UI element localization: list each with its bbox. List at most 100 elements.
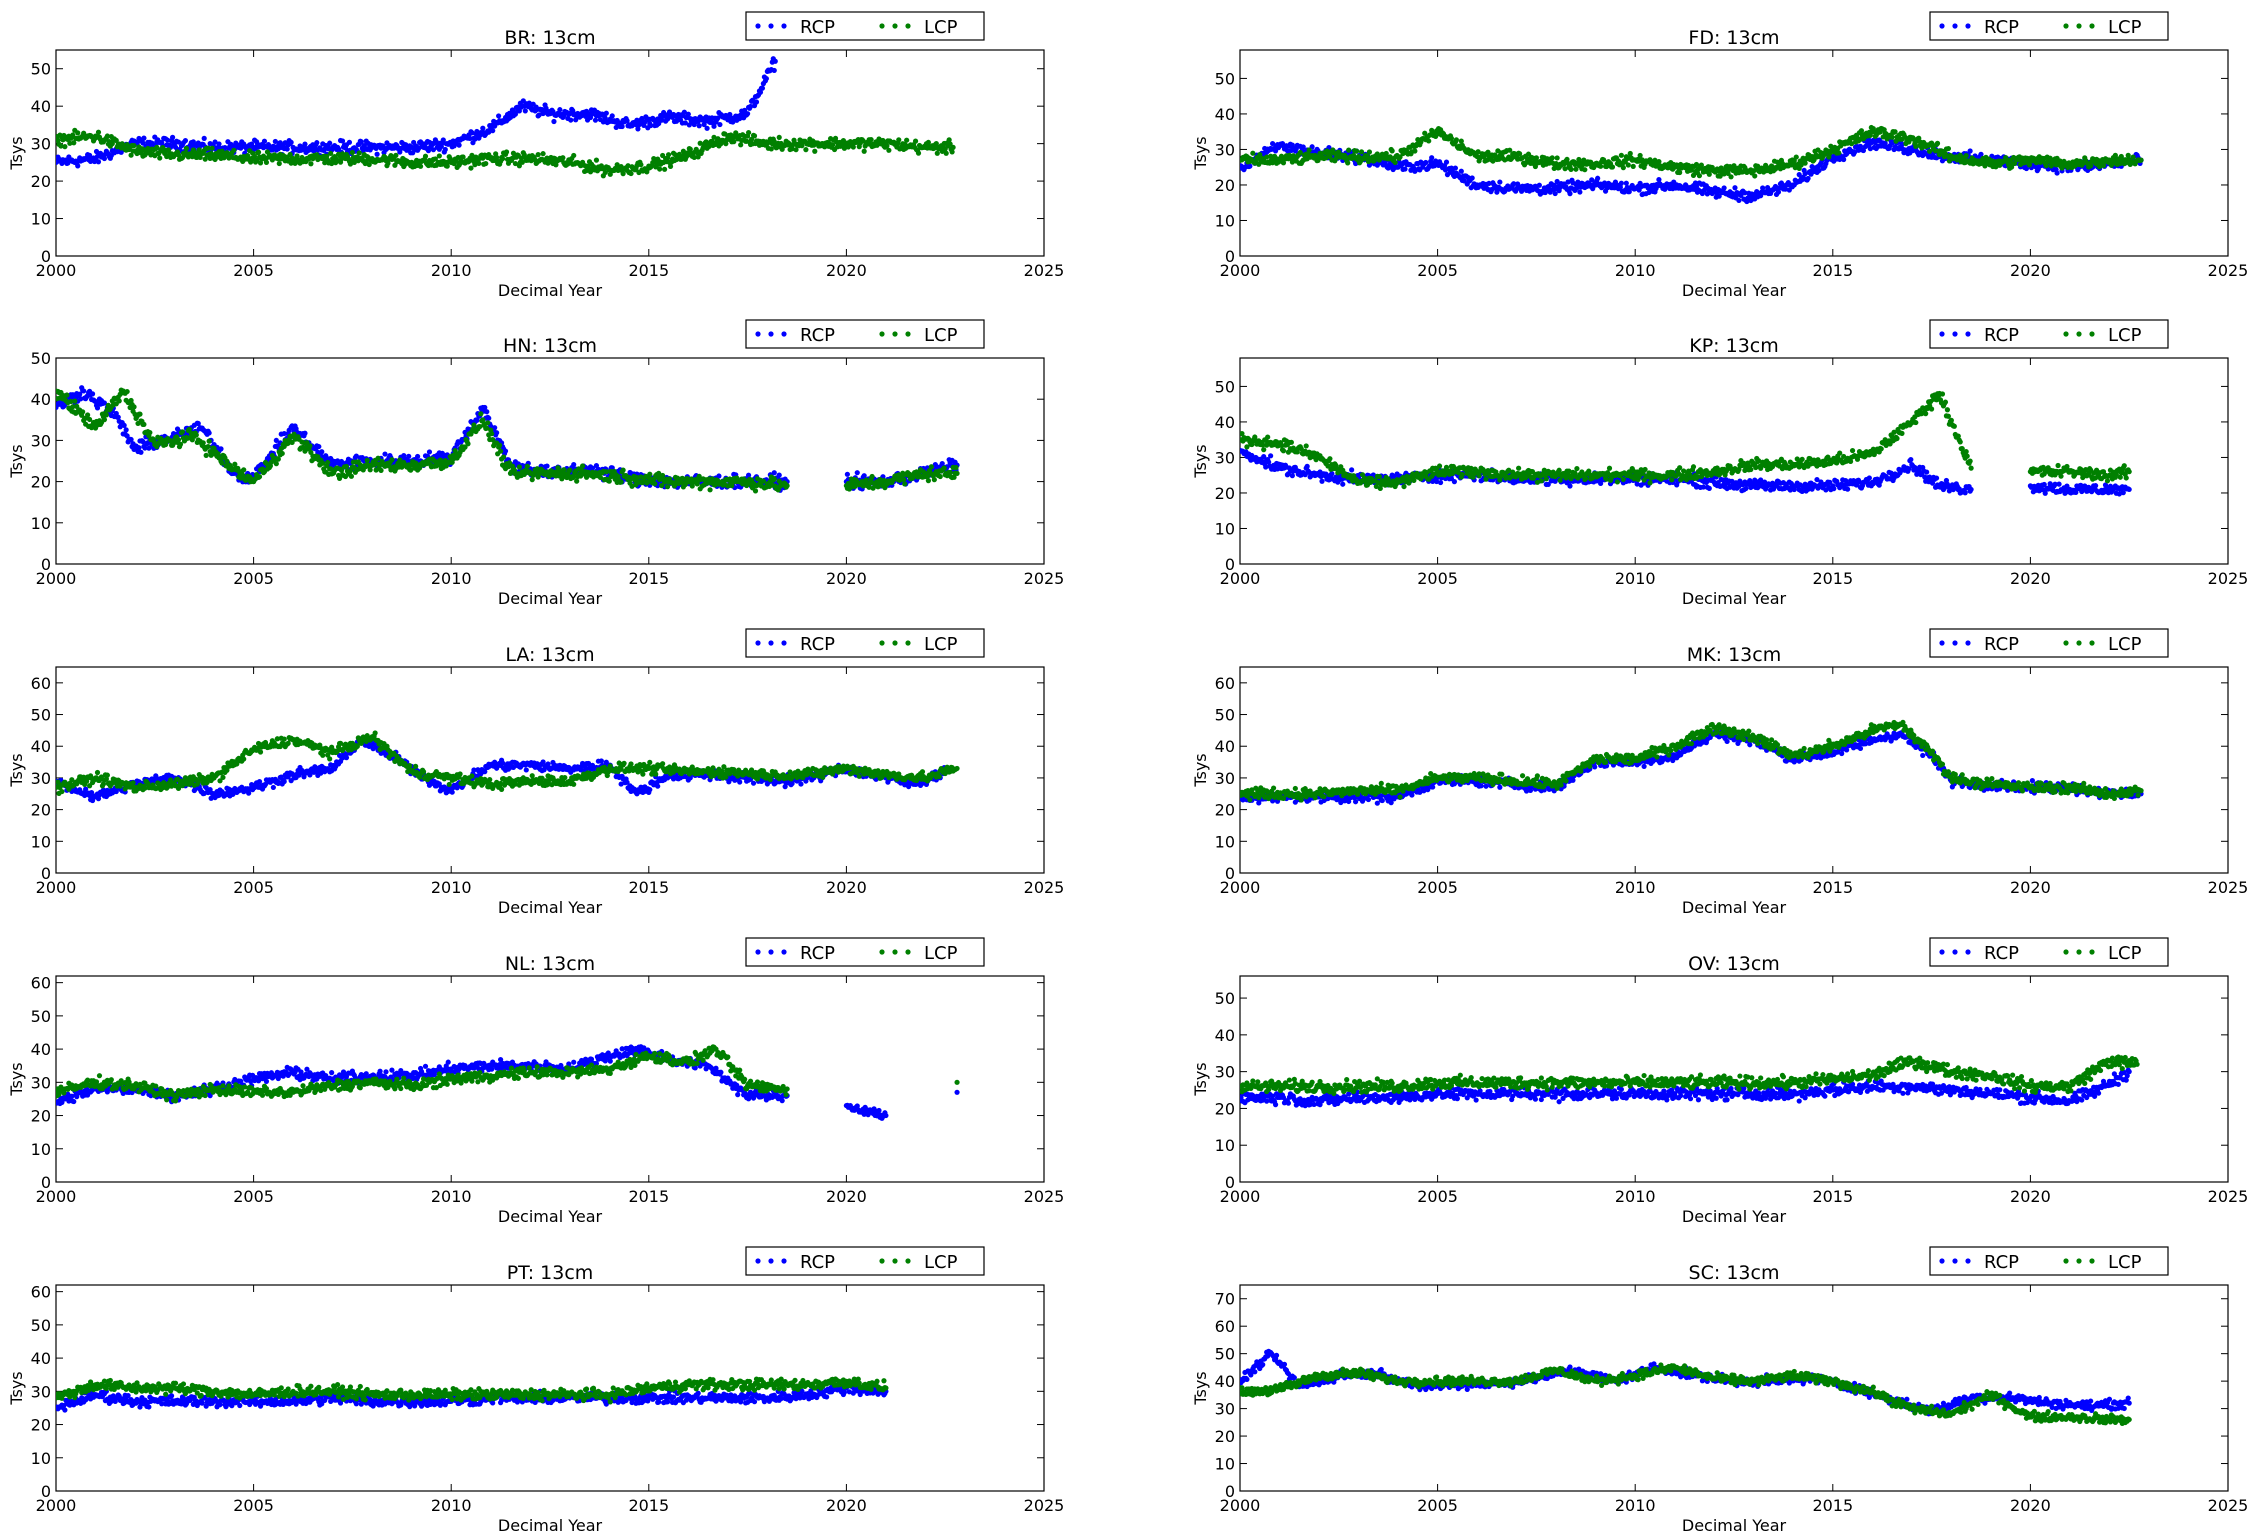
data-point — [829, 142, 836, 148]
data-point — [535, 152, 541, 158]
data-point — [462, 444, 468, 450]
data-point — [1306, 147, 1312, 153]
data-point — [776, 134, 782, 141]
data-point — [711, 134, 717, 140]
data-point — [1860, 147, 1867, 154]
data-point — [512, 111, 519, 117]
data-point — [103, 412, 109, 418]
legend-marker — [892, 23, 898, 29]
y-tick-label: 10 — [1215, 211, 1235, 230]
data-point — [255, 149, 262, 155]
data-point — [1554, 178, 1560, 185]
legend-marker — [2063, 23, 2069, 29]
data-point — [934, 150, 940, 156]
data-point — [484, 425, 490, 431]
data-point — [687, 146, 693, 152]
data-point — [2088, 163, 2094, 169]
data-point — [80, 387, 86, 394]
data-point — [850, 144, 856, 150]
data-point — [543, 105, 549, 111]
data-point — [854, 470, 860, 476]
data-point — [382, 451, 388, 457]
data-point — [1509, 155, 1515, 161]
data-point — [1582, 167, 1588, 173]
data-point — [78, 396, 84, 402]
data-point — [1589, 177, 1595, 183]
data-point — [349, 149, 355, 156]
y-tick-label: 10 — [31, 514, 51, 533]
data-point — [163, 441, 169, 448]
data-point — [141, 421, 147, 428]
data-point — [70, 404, 76, 410]
data-point — [1728, 174, 1734, 180]
data-point — [1598, 163, 1604, 169]
data-point — [1627, 150, 1633, 157]
data-point — [91, 158, 98, 165]
x-tick-label: 2025 — [1024, 569, 1065, 588]
data-point — [933, 140, 939, 147]
data-point — [571, 152, 577, 159]
data-point — [456, 142, 462, 148]
data-point — [516, 108, 522, 114]
subplot-title: HN: 13cm — [503, 335, 597, 357]
data-point — [80, 409, 86, 415]
data-point — [1802, 160, 1808, 166]
data-point — [1701, 187, 1707, 193]
data-point — [1554, 155, 1560, 161]
data-point — [1706, 171, 1712, 177]
data-point — [1601, 180, 1608, 186]
data-point — [1536, 182, 1542, 188]
data-point — [1620, 165, 1626, 171]
data-point — [880, 137, 886, 144]
data-point — [1731, 163, 1737, 169]
data-point — [179, 429, 186, 435]
data-point — [502, 448, 509, 454]
data-point — [1750, 168, 1756, 174]
data-point — [123, 427, 129, 433]
data-point — [1828, 143, 1834, 149]
data-point — [1247, 163, 1253, 169]
data-point — [662, 166, 668, 172]
data-point — [602, 115, 608, 121]
x-tick-label: 2010 — [431, 261, 472, 280]
data-point — [273, 437, 279, 444]
data-point — [696, 123, 702, 129]
y-tick-label: 30 — [31, 431, 51, 450]
data-point — [1383, 150, 1389, 157]
data-point — [1433, 133, 1439, 140]
data-point — [141, 135, 147, 141]
data-point — [768, 146, 774, 152]
x-axis-label: Decimal Year — [498, 589, 603, 608]
data-point — [500, 454, 507, 460]
data-point — [510, 150, 517, 156]
data-point — [189, 437, 195, 443]
data-point — [1573, 166, 1579, 172]
data-point — [770, 56, 776, 62]
data-point — [1967, 148, 1973, 154]
data-point — [571, 461, 577, 468]
data-point — [685, 111, 691, 117]
y-tick-label: 0 — [1225, 247, 1235, 266]
data-point — [426, 449, 433, 455]
data-point — [389, 457, 395, 463]
data-point — [343, 463, 350, 470]
data-point — [1402, 166, 1408, 172]
data-point — [638, 162, 644, 168]
data-point — [1549, 155, 1555, 161]
data-point — [128, 152, 134, 158]
data-point — [722, 131, 728, 137]
data-point — [503, 149, 510, 155]
data-point — [201, 135, 207, 141]
data-point — [177, 441, 184, 447]
data-point — [1358, 149, 1365, 155]
data-point — [77, 391, 83, 397]
data-point — [1565, 179, 1571, 185]
data-point — [2059, 165, 2065, 171]
data-point — [197, 154, 203, 161]
data-point — [240, 472, 246, 478]
data-point — [521, 471, 527, 478]
data-point — [437, 457, 443, 463]
data-point — [1721, 185, 1727, 191]
data-point — [136, 445, 142, 451]
